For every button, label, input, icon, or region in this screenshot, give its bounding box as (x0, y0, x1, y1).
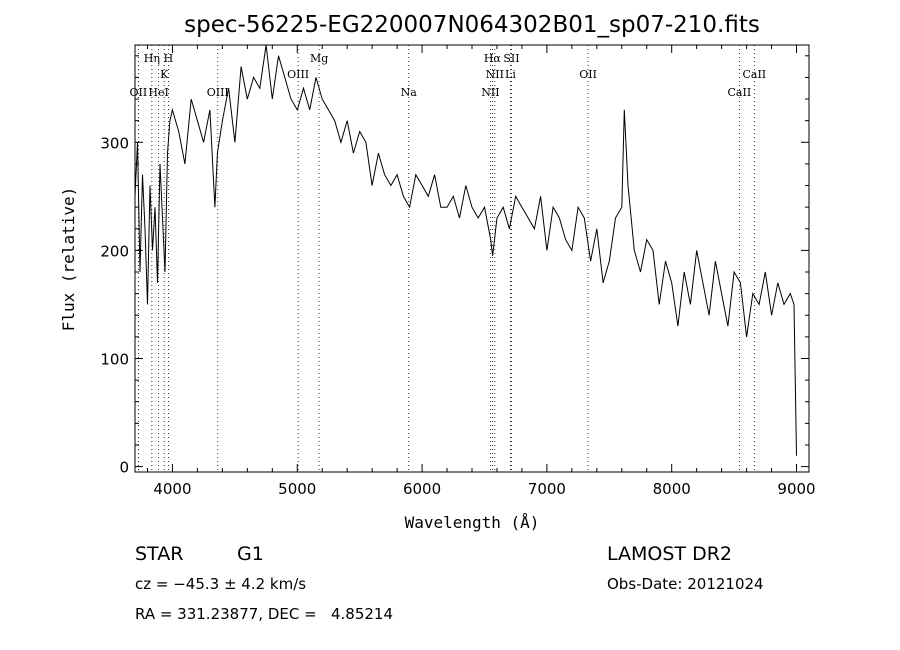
line-label: Hα (484, 52, 502, 65)
y-tick-label: 0 (119, 459, 129, 477)
object-class: STAR (135, 543, 184, 565)
line-label: OII (130, 86, 148, 99)
line-label: CaII (742, 68, 766, 81)
survey-name: LAMOST DR2 (607, 543, 732, 565)
line-label: OII (579, 68, 597, 81)
x-tick-label: 7000 (528, 480, 566, 498)
x-axis-label: Wavelength (Å) (405, 513, 540, 532)
obs-date: Obs-Date: 20121024 (607, 575, 764, 593)
line-label: NII (481, 86, 499, 99)
line-label: OIII (207, 86, 229, 99)
y-axis-label: Flux (relative) (59, 187, 78, 332)
spectrum-line (134, 44, 797, 456)
line-label: OIII (287, 68, 309, 81)
line-label: Mg (310, 52, 328, 65)
y-tick-label: 100 (100, 350, 129, 368)
x-tick-label: 9000 (777, 480, 815, 498)
line-label: CaII (728, 86, 752, 99)
x-axis-ticks: 4000 5000 6000 7000 8000 9000 (146, 45, 816, 498)
line-label: NII (486, 68, 504, 81)
line-label: Hη (144, 52, 160, 65)
x-tick-label: 8000 (653, 480, 691, 498)
plot-frame (134, 44, 810, 473)
y-tick-label: 300 (100, 134, 129, 152)
x-tick-label: 4000 (153, 480, 191, 498)
line-label: H (164, 52, 174, 65)
line-label: SII (503, 52, 519, 65)
x-tick-label: 6000 (403, 480, 441, 498)
y-axis-ticks: 0 100 200 300 (100, 55, 809, 477)
line-label: K (160, 68, 169, 81)
line-label: HeI (148, 86, 168, 99)
line-label: Na (401, 86, 418, 99)
chart-title: spec-56225-EG220007N064302B01_sp07-210.f… (184, 12, 760, 38)
object-subclass: G1 (237, 543, 264, 565)
coordinates: RA = 331.23877, DEC = 4.85214 (135, 605, 394, 623)
y-tick-label: 200 (100, 242, 129, 260)
x-tick-label: 5000 (278, 480, 316, 498)
line-label: Li (505, 68, 516, 81)
redshift-cz: cz = −45.3 ± 4.2 km/s (135, 575, 307, 593)
